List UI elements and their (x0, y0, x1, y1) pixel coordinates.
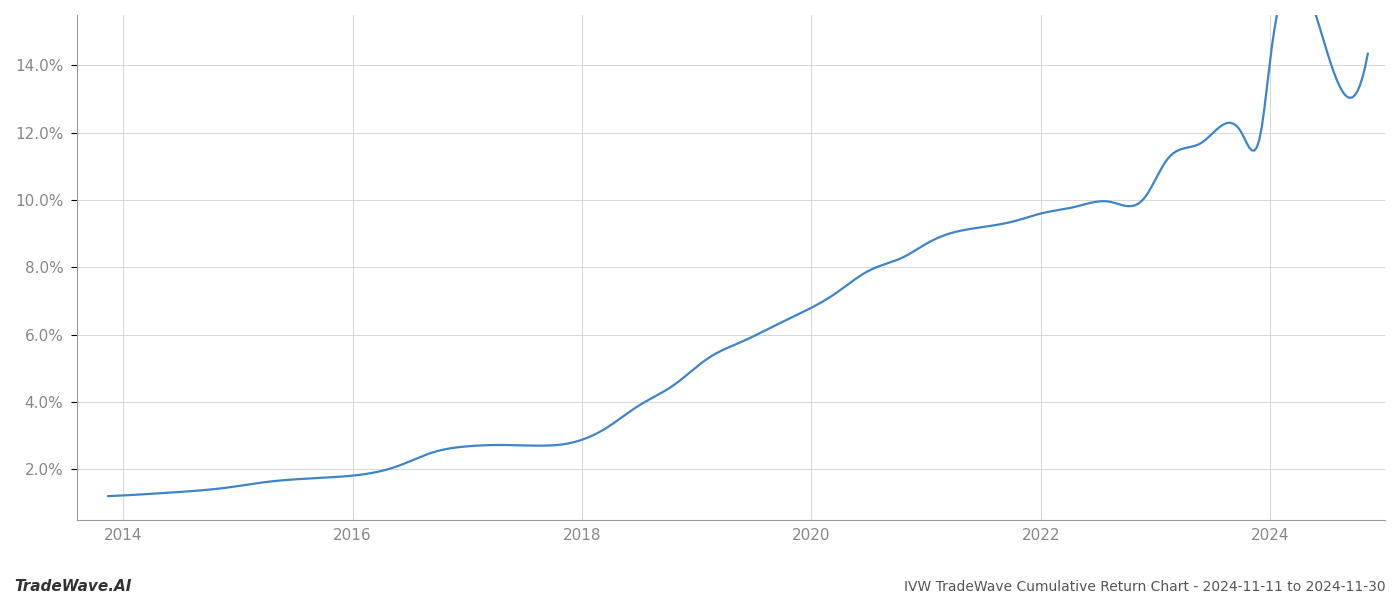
Text: TradeWave.AI: TradeWave.AI (14, 579, 132, 594)
Text: IVW TradeWave Cumulative Return Chart - 2024-11-11 to 2024-11-30: IVW TradeWave Cumulative Return Chart - … (904, 580, 1386, 594)
